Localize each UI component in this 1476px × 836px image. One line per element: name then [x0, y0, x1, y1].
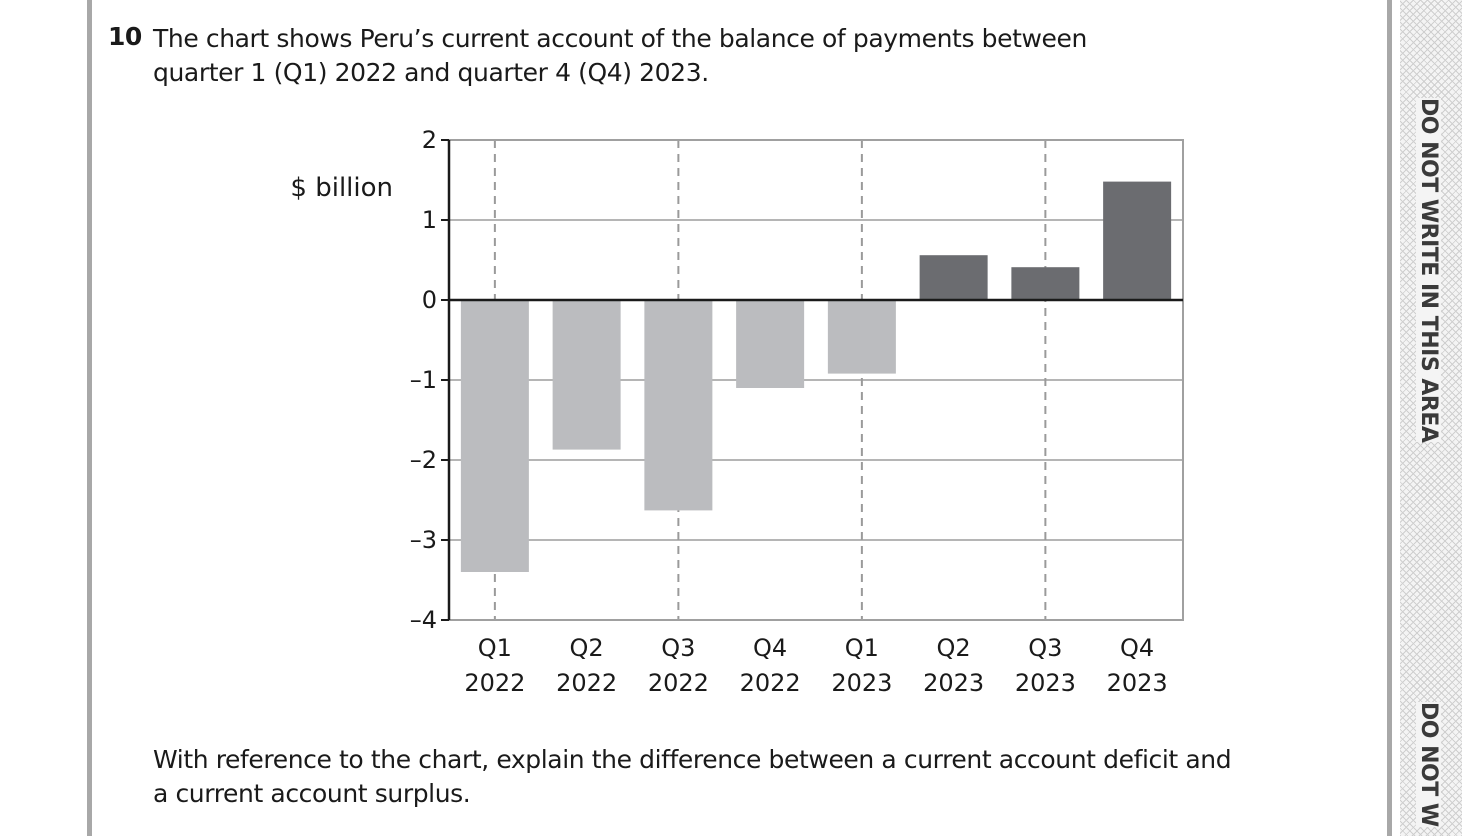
x-tick-label-quarter: Q4 [753, 634, 787, 662]
bar-q3-2022 [644, 300, 713, 511]
x-tick-label-year: 2022 [464, 669, 525, 697]
x-tick-label-quarter: Q3 [1028, 634, 1062, 662]
margin-note-do-not-write: DO NOT WRITE IN THIS AREA [1416, 98, 1441, 443]
question-text: The chart shows Peru’s current account o… [153, 24, 1087, 87]
bar-q1-2022 [460, 300, 529, 572]
x-tick-label-quarter: Q4 [1120, 634, 1154, 662]
bar-q2-2022 [552, 300, 621, 450]
y-tick-label: 2 [422, 126, 437, 154]
y-axis-label: $ billion [290, 173, 393, 203]
x-tick-label-year: 2023 [923, 669, 984, 697]
x-tick-label-year: 2023 [1107, 669, 1168, 697]
question-prompt: With reference to the chart, explain the… [153, 745, 1232, 808]
bar-q1-2023 [827, 300, 896, 374]
y-tick-label: –1 [410, 366, 437, 394]
x-tick-label-quarter: Q3 [661, 634, 695, 662]
bar-q4-2022 [736, 300, 805, 388]
margin-note-do-not-write-partial: DO NOT W [1416, 702, 1441, 827]
x-tick-label-quarter: Q1 [845, 634, 879, 662]
x-tick-label-year: 2023 [831, 669, 892, 697]
x-tick-label-quarter: Q1 [478, 634, 512, 662]
bar-q4-2023 [1103, 181, 1172, 300]
x-tick-label-quarter: Q2 [570, 634, 604, 662]
x-tick-label-year: 2022 [556, 669, 617, 697]
x-tick-label-year: 2022 [648, 669, 709, 697]
y-tick-label: 0 [422, 286, 437, 314]
x-tick-label-quarter: Q2 [937, 634, 971, 662]
y-tick-label: –4 [410, 606, 437, 634]
bar-q3-2023 [1011, 267, 1080, 300]
right-margin-rule [1387, 0, 1392, 836]
y-tick-label: 1 [422, 206, 437, 234]
x-tick-label-year: 2023 [1015, 669, 1076, 697]
question-number: 10 [108, 22, 142, 51]
y-tick-label: –2 [410, 446, 437, 474]
y-tick-label: –3 [410, 526, 437, 554]
bar-q2-2023 [919, 255, 988, 300]
left-margin-rule [87, 0, 92, 836]
x-tick-label-year: 2022 [740, 669, 801, 697]
